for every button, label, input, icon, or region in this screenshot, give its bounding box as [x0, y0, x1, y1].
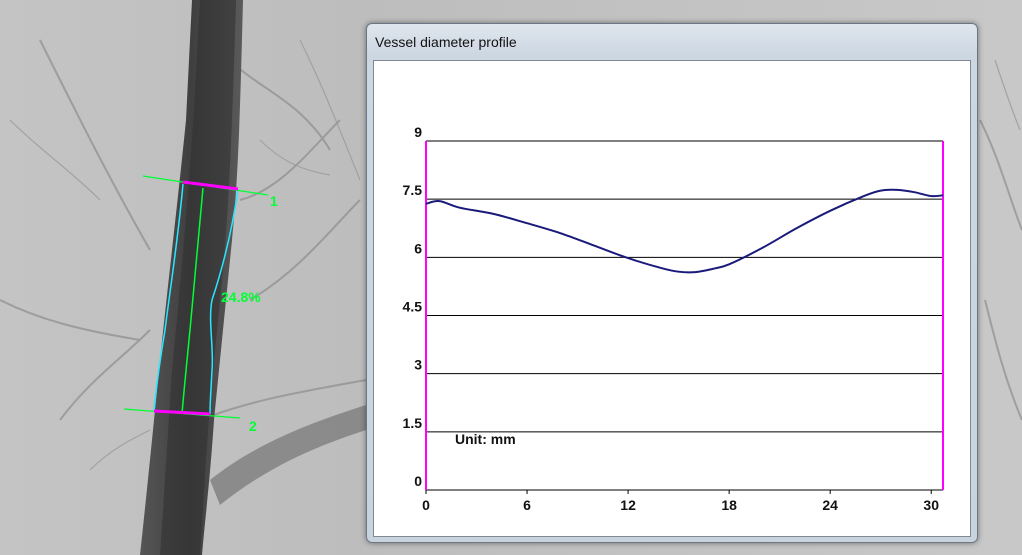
y-tick-label: 3	[414, 357, 422, 373]
x-axis-ticks: 0 6 12 18 24 30	[422, 490, 939, 513]
window-title: Vessel diameter profile	[375, 34, 517, 50]
x-tick-label: 30	[923, 497, 939, 513]
unit-label: Unit: mm	[455, 431, 516, 447]
y-tick-label: 9	[414, 124, 422, 140]
chart-boundaries	[425, 141, 944, 490]
chart-grid	[426, 140, 943, 491]
vessel-diameter-window[interactable]: Vessel diameter profile 0 1.5 3 4.5 6 7.5 9 0 6…	[366, 23, 978, 543]
x-tick-label: 6	[523, 497, 531, 513]
y-tick-label: 4.5	[403, 299, 423, 315]
y-tick-label: 1.5	[403, 415, 423, 431]
diameter-profile-line	[425, 188, 944, 274]
reference-marker-2: 2	[249, 418, 257, 434]
y-tick-label: 7.5	[403, 182, 423, 198]
stenosis-percent-label: 24.8%	[221, 289, 261, 305]
x-tick-label: 18	[721, 497, 737, 513]
x-tick-label: 12	[620, 497, 636, 513]
x-tick-label: 24	[822, 497, 838, 513]
reference-marker-1: 1	[270, 193, 278, 209]
diameter-chart: 0 1.5 3 4.5 6 7.5 9 0 6 12 18 24 30 Unit: mm	[403, 124, 944, 513]
x-tick-label: 0	[422, 497, 430, 513]
y-axis-ticks: 0 1.5 3 4.5 6 7.5 9	[403, 124, 423, 489]
y-tick-label: 6	[414, 240, 422, 256]
y-tick-label: 0	[414, 473, 422, 489]
chart-panel: 0 1.5 3 4.5 6 7.5 9 0 6 12 18 24 30 Unit: mm	[373, 60, 971, 537]
